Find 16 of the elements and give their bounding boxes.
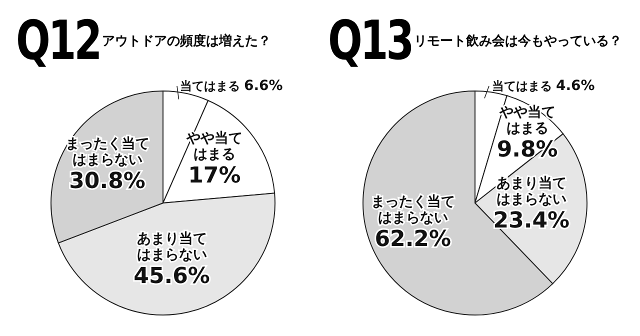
chart-title: Q13 [328,9,412,72]
slice-label: あまり当てはまらない [136,231,207,264]
data-label: 4.6% [556,78,595,94]
data-label: 6.6% [244,78,283,94]
data-label: 62.2% [374,227,452,252]
slice-label: まったく当てはまらない [65,136,150,168]
chart-subtitle: リモート飲み会は今もやっている？ [414,32,622,50]
slice-label: 当てはまる [492,79,552,93]
data-label: 45.6% [134,264,210,290]
data-label: 30.8% [69,169,146,194]
data-label: 23.4% [493,208,570,234]
slice-label: 当てはまる [180,79,240,93]
chart-subtitle: アウトドアの頻度は増えた？ [102,32,271,50]
chart-title: Q12 [16,9,100,72]
data-label: 17% [188,164,241,189]
slice-label: まったく当てはまらない [370,194,455,226]
